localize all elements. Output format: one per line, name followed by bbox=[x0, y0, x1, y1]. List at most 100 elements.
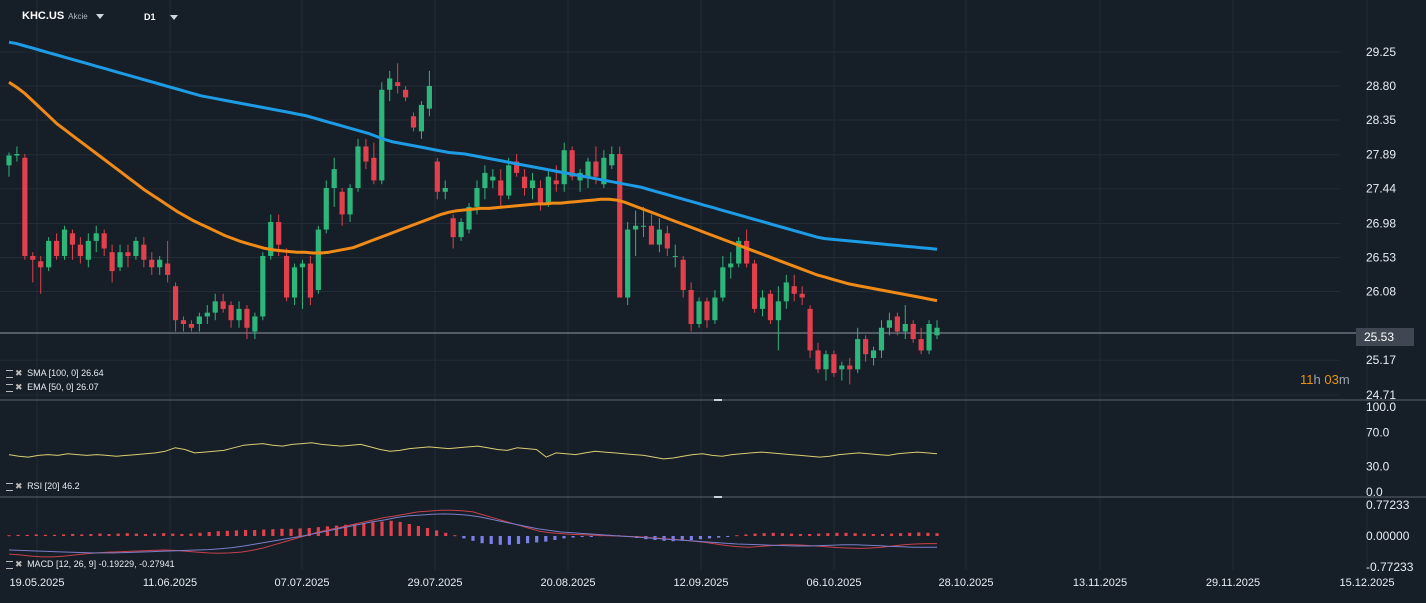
close-icon[interactable]: ✖ bbox=[15, 481, 23, 491]
candle-body bbox=[656, 229, 662, 245]
candle-body bbox=[53, 240, 60, 256]
candle-body bbox=[609, 153, 615, 166]
macd-histogram-bar bbox=[435, 530, 439, 536]
macd-histogram-bar bbox=[498, 536, 502, 545]
candle-body bbox=[855, 339, 861, 370]
candle-body bbox=[625, 229, 631, 298]
settings-icon[interactable] bbox=[6, 482, 13, 491]
macd-histogram-bar bbox=[753, 533, 757, 536]
date-tick-label: 29.07.2025 bbox=[407, 577, 462, 589]
macd-histogram-bar bbox=[698, 536, 703, 540]
candle-body bbox=[244, 308, 250, 328]
close-icon[interactable]: ✖ bbox=[15, 559, 23, 569]
macd-histogram-bar bbox=[817, 533, 821, 536]
candle-body bbox=[109, 252, 115, 272]
macd-histogram-bar bbox=[52, 534, 57, 536]
sma-indicator-label[interactable]: ✖ SMA [100, 0] 26.64 bbox=[6, 368, 104, 379]
macd-histogram-bar bbox=[862, 533, 866, 536]
candle-body bbox=[791, 286, 797, 294]
candle-body bbox=[117, 252, 123, 268]
macd-histogram-bar bbox=[407, 523, 411, 536]
candle-body bbox=[188, 323, 195, 328]
candle-body bbox=[196, 316, 202, 324]
macd-histogram-bar bbox=[780, 533, 784, 536]
sma-name: SMA [100, 0] bbox=[27, 368, 79, 378]
candle-body bbox=[561, 150, 567, 185]
macd-histogram-bar bbox=[34, 534, 38, 536]
price-tick-label: 27.89 bbox=[1366, 148, 1396, 162]
countdown-minutes: 03 bbox=[1324, 372, 1339, 387]
candle-body bbox=[751, 263, 758, 309]
rsi-tick-label: 0.0 bbox=[1366, 485, 1383, 499]
macd-histogram-bar bbox=[544, 536, 548, 542]
candle-body bbox=[553, 180, 559, 185]
candle-body bbox=[529, 180, 536, 188]
close-icon[interactable]: ✖ bbox=[15, 382, 23, 392]
candle-body bbox=[355, 146, 361, 188]
date-tick-label: 29.11.2025 bbox=[1206, 577, 1260, 589]
macd-histogram-bar bbox=[507, 536, 511, 545]
ema-indicator-label[interactable]: ✖ EMA [50, 0] 26.07 bbox=[6, 382, 99, 393]
macd-histogram-bar bbox=[25, 534, 29, 536]
macd-histogram-bar bbox=[844, 532, 848, 536]
rsi-tick-label: 30.0 bbox=[1366, 460, 1390, 474]
settings-icon[interactable] bbox=[6, 383, 13, 392]
macd-tick-label: 0.00000 bbox=[1366, 529, 1410, 543]
candle-body bbox=[767, 293, 774, 321]
candle-body bbox=[934, 327, 940, 336]
candle-body bbox=[783, 282, 789, 302]
candle-body bbox=[640, 225, 647, 227]
macd-histogram-bar bbox=[198, 532, 202, 536]
candle-body bbox=[371, 157, 377, 181]
settings-icon[interactable] bbox=[6, 560, 13, 569]
macd-histogram-bar bbox=[562, 536, 566, 539]
macd-histogram-bar bbox=[525, 536, 530, 544]
macd-signal-line bbox=[8, 513, 937, 554]
macd-histogram-bar bbox=[307, 527, 311, 536]
chevron-down-icon bbox=[169, 15, 178, 21]
macd-histogram-bar bbox=[280, 528, 284, 536]
candle-body bbox=[672, 255, 678, 257]
macd-histogram-bar bbox=[489, 536, 493, 545]
candle-body bbox=[252, 316, 258, 332]
rsi-indicator-label[interactable]: ✖ RSI [20] 46.2 bbox=[6, 481, 80, 492]
pane-resize-handle bbox=[714, 496, 722, 498]
candle-body bbox=[704, 301, 710, 321]
candle-body bbox=[387, 78, 393, 90]
candle-body bbox=[521, 176, 528, 188]
current-price-tag: 25.53 bbox=[1356, 328, 1414, 346]
candle-body bbox=[648, 225, 655, 245]
macd-histogram-bar bbox=[98, 533, 102, 536]
macd-histogram-bar bbox=[371, 522, 375, 536]
candle-body bbox=[926, 323, 932, 351]
macd-histogram-bar bbox=[353, 523, 357, 536]
candle-body bbox=[30, 255, 36, 260]
candle-body bbox=[276, 221, 282, 245]
candle-body bbox=[601, 157, 607, 185]
candle-body bbox=[85, 240, 91, 260]
close-icon[interactable]: ✖ bbox=[15, 368, 23, 378]
macd-histogram-bar bbox=[425, 527, 430, 536]
macd-histogram-bar bbox=[471, 536, 475, 541]
symbol-selector[interactable]: KHC.US Akcie bbox=[22, 10, 104, 22]
sma-value: 26.64 bbox=[81, 368, 104, 378]
ema-name: EMA [50, 0] bbox=[27, 382, 74, 392]
rsi-name: RSI [20] bbox=[27, 481, 60, 491]
macd-histogram-bar bbox=[189, 533, 193, 536]
candle-body bbox=[284, 255, 290, 298]
candle-body bbox=[863, 339, 869, 355]
macd-indicator-label[interactable]: ✖ MACD [12, 26, 9] -0.19229, -0.27941 bbox=[6, 559, 175, 570]
timeframe-label: D1 bbox=[144, 12, 156, 22]
candle-body bbox=[886, 320, 893, 328]
countdown-m: m bbox=[1338, 372, 1350, 387]
date-tick-label: 13.11.2025 bbox=[1073, 577, 1127, 589]
settings-icon[interactable] bbox=[6, 369, 13, 378]
macd-histogram-bar bbox=[344, 524, 348, 536]
rsi-tick-label: 70.0 bbox=[1366, 426, 1390, 440]
candle-body bbox=[363, 146, 369, 162]
candle-body bbox=[38, 261, 44, 268]
macd-histogram-bar bbox=[16, 534, 20, 536]
timeframe-selector[interactable]: D1 bbox=[144, 12, 178, 22]
